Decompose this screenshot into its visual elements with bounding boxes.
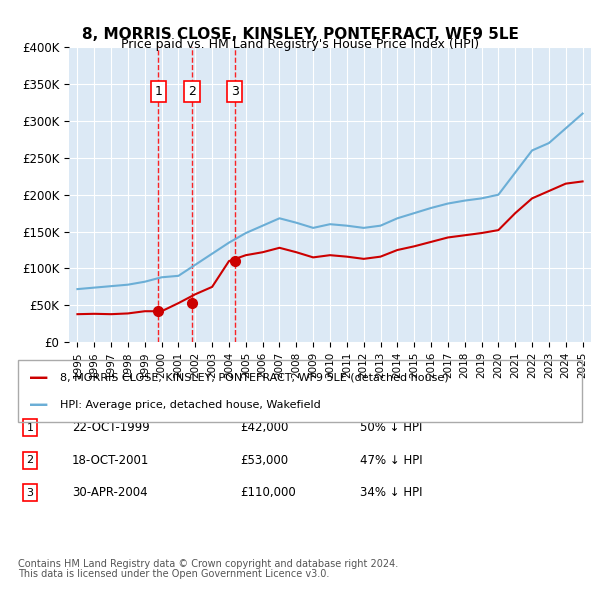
Text: 50% ↓ HPI: 50% ↓ HPI <box>360 421 422 434</box>
Text: 18-OCT-2001: 18-OCT-2001 <box>72 454 149 467</box>
Text: This data is licensed under the Open Government Licence v3.0.: This data is licensed under the Open Gov… <box>18 569 329 579</box>
Text: 3: 3 <box>230 85 238 98</box>
Text: £53,000: £53,000 <box>240 454 288 467</box>
Text: 22-OCT-1999: 22-OCT-1999 <box>72 421 150 434</box>
Text: Price paid vs. HM Land Registry's House Price Index (HPI): Price paid vs. HM Land Registry's House … <box>121 38 479 51</box>
Text: —: — <box>29 368 49 387</box>
Text: £110,000: £110,000 <box>240 486 296 499</box>
Text: 8, MORRIS CLOSE, KINSLEY, PONTEFRACT, WF9 5LE: 8, MORRIS CLOSE, KINSLEY, PONTEFRACT, WF… <box>82 27 518 41</box>
Text: HPI: Average price, detached house, Wakefield: HPI: Average price, detached house, Wake… <box>60 399 321 409</box>
Text: 30-APR-2004: 30-APR-2004 <box>72 486 148 499</box>
Text: 3: 3 <box>26 488 34 497</box>
Text: 8, MORRIS CLOSE, KINSLEY, PONTEFRACT, WF9 5LE (detached house): 8, MORRIS CLOSE, KINSLEY, PONTEFRACT, WF… <box>60 372 449 382</box>
Text: —: — <box>29 395 49 414</box>
Text: 1: 1 <box>154 85 162 98</box>
Text: 1: 1 <box>26 423 34 432</box>
Text: 47% ↓ HPI: 47% ↓ HPI <box>360 454 422 467</box>
Text: 2: 2 <box>26 455 34 465</box>
Text: £42,000: £42,000 <box>240 421 289 434</box>
Text: 34% ↓ HPI: 34% ↓ HPI <box>360 486 422 499</box>
Text: 2: 2 <box>188 85 196 98</box>
Text: Contains HM Land Registry data © Crown copyright and database right 2024.: Contains HM Land Registry data © Crown c… <box>18 559 398 569</box>
